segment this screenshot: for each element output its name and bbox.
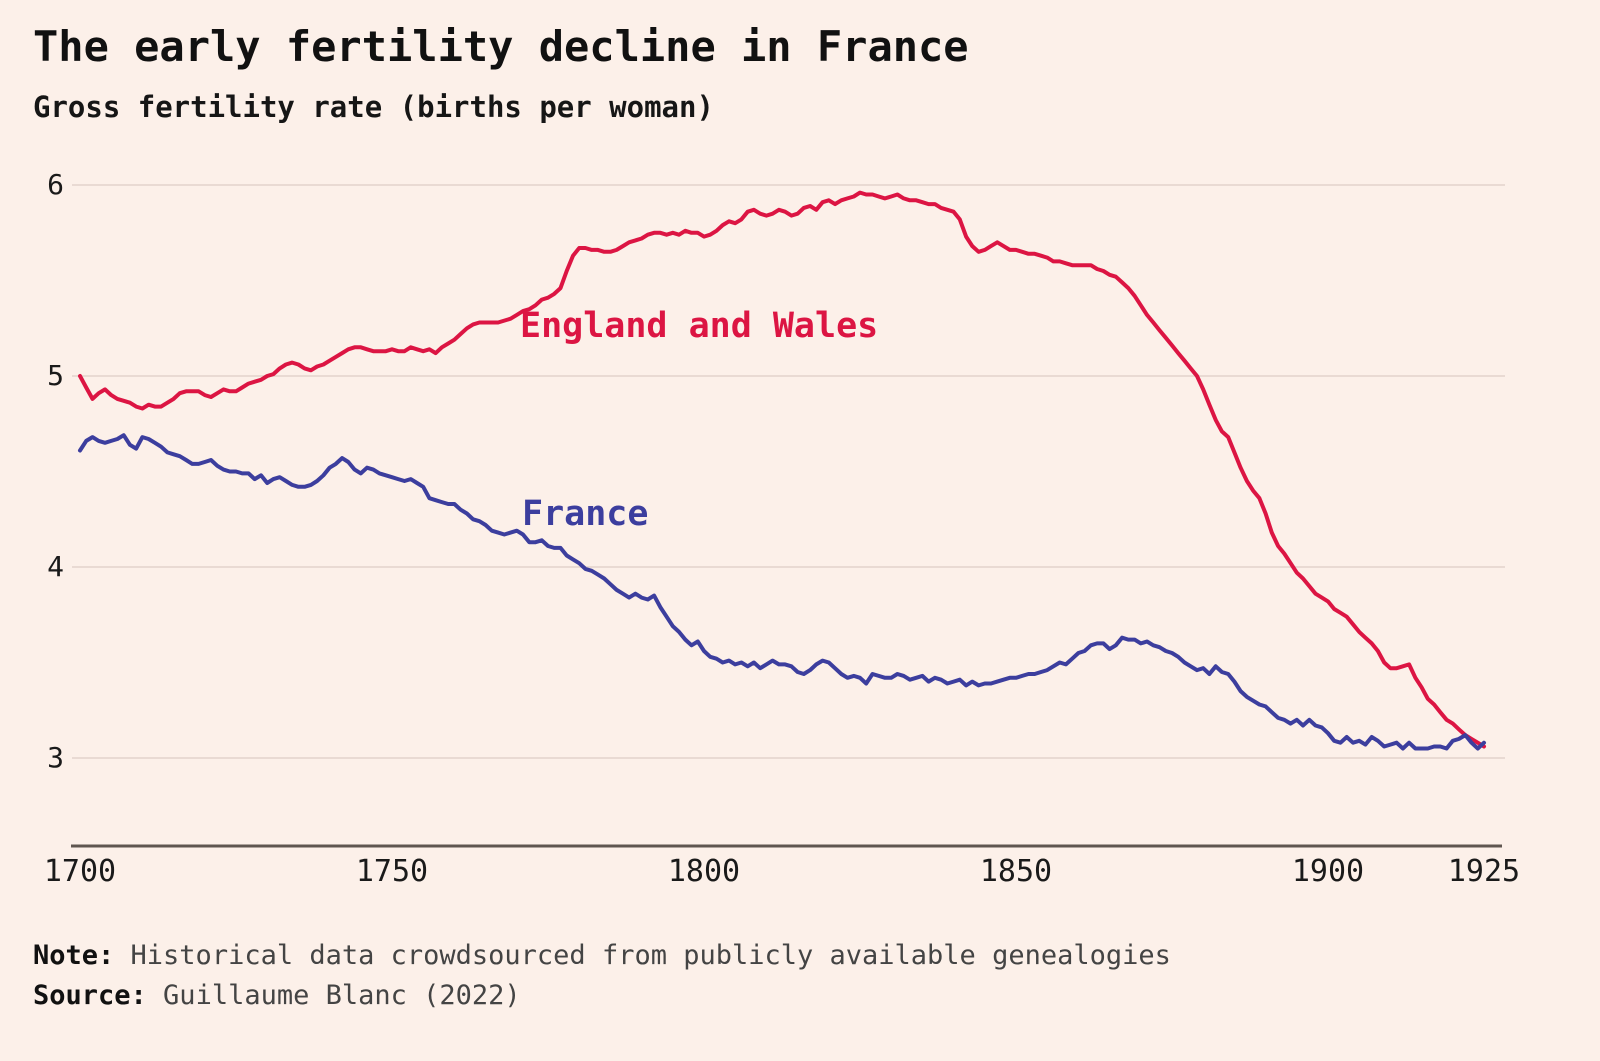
y-tick-label-6: 6 — [47, 168, 64, 201]
chart-subtitle: Gross fertility rate (births per woman) — [33, 90, 714, 124]
series-label-england-and-wales: England and Wales — [520, 306, 879, 346]
source-label: Source: — [33, 980, 147, 1011]
series-line-france — [78, 433, 1486, 751]
note-label: Note: — [33, 940, 115, 971]
x-tick-label-1850: 1850 — [979, 854, 1053, 889]
x-tick-label-1750: 1750 — [355, 854, 429, 889]
page-title: The early fertility decline in France — [33, 22, 969, 71]
chart-source: Source: Guillaume Blanc (2022) — [33, 980, 521, 1011]
series-label-france: France — [522, 494, 649, 534]
x-tick-label-1800: 1800 — [667, 854, 741, 889]
x-tick-label-1700: 1700 — [43, 854, 117, 889]
chart-note: Note: Historical data crowdsourced from … — [33, 940, 1171, 971]
y-tick-label-4: 4 — [47, 550, 64, 583]
y-tick-label-3: 3 — [47, 741, 64, 774]
series-line-england-and-wales — [78, 190, 1486, 749]
x-tick-label-1900: 1900 — [1291, 854, 1365, 889]
note-text: Historical data crowdsourced from public… — [114, 940, 1171, 971]
source-text: Guillaume Blanc (2022) — [146, 980, 521, 1011]
x-tick-label-1925: 1925 — [1447, 854, 1521, 889]
y-tick-label-5: 5 — [47, 359, 64, 392]
